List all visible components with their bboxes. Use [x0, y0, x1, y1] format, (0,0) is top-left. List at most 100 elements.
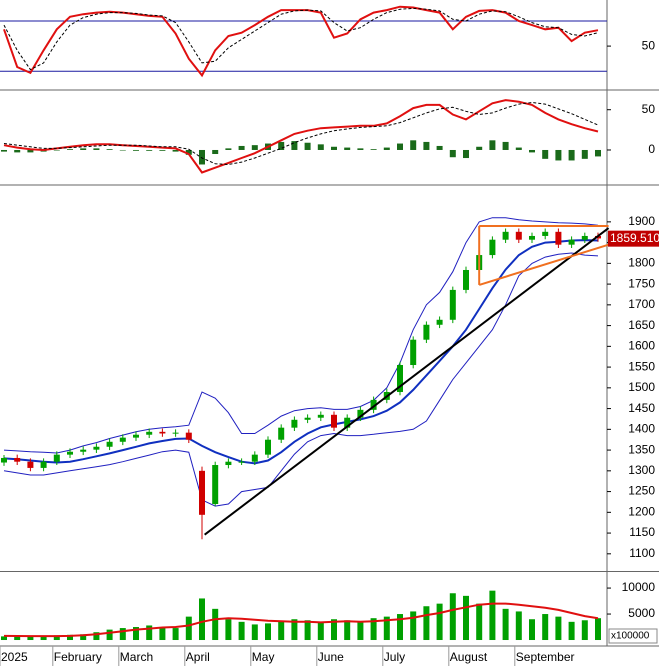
- candle-body: [159, 431, 166, 434]
- histogram-bar: [251, 145, 258, 150]
- volume-bar: [67, 634, 73, 641]
- x-tick-label: August: [450, 650, 488, 664]
- histogram-bar: [397, 143, 403, 150]
- y-tick-label: 1350: [628, 442, 655, 456]
- histogram-bar: [119, 149, 126, 151]
- histogram-bar: [106, 149, 113, 150]
- x-tick-label: February: [54, 650, 102, 664]
- histogram-bar: [476, 146, 483, 150]
- y-tick-label: 0: [648, 142, 655, 156]
- histogram-bar: [449, 149, 456, 158]
- candle-body: [119, 437, 126, 442]
- histogram-bar: [542, 149, 549, 159]
- histogram-bar: [212, 149, 219, 155]
- series-line: [3, 99, 599, 174]
- volume-bar: [370, 618, 377, 641]
- histogram-bar: [568, 149, 575, 161]
- trend-line: [478, 243, 609, 286]
- trend-line: [204, 227, 610, 536]
- histogram-bar: [27, 149, 34, 153]
- unit-label: x100000: [611, 631, 650, 642]
- candle-body: [225, 461, 232, 466]
- volume-bar: [185, 616, 192, 641]
- last-price-box: [608, 230, 659, 247]
- x-tick-label: April: [186, 650, 210, 664]
- volume-bar: [476, 603, 483, 641]
- volume-bar: [14, 636, 21, 641]
- y-tick-label: 1750: [628, 276, 655, 290]
- volume-bar: [489, 590, 496, 641]
- histogram-bar: [1, 149, 7, 152]
- y-tick-label: 1800: [628, 256, 655, 270]
- candle-body: [1, 457, 7, 463]
- candle-body: [423, 324, 430, 340]
- volume-bar: [410, 611, 417, 641]
- series-line: [3, 217, 599, 454]
- histogram-bar: [291, 141, 298, 150]
- candle-body: [238, 461, 245, 463]
- histogram-bar: [581, 149, 588, 159]
- candle-body: [436, 319, 443, 325]
- volume-bar: [568, 621, 575, 641]
- volume-bar: [93, 632, 100, 641]
- volume-bar: [449, 593, 456, 641]
- histogram-bar: [199, 149, 205, 165]
- histogram-bar: [67, 149, 73, 150]
- volume-bar: [80, 634, 87, 641]
- y-tick-label: 1550: [628, 359, 655, 373]
- histogram-bar: [383, 147, 390, 150]
- candle-body: [27, 461, 34, 468]
- histogram-bar: [463, 149, 469, 159]
- volume-bar: [357, 621, 364, 641]
- y-tick-label: 1600: [628, 339, 655, 353]
- candle-body: [185, 432, 192, 440]
- candle-body: [581, 235, 588, 240]
- y-tick-label: 1500: [628, 380, 655, 394]
- candle-body: [463, 269, 469, 290]
- candle-body: [489, 239, 496, 256]
- x-tick-label: June: [318, 650, 344, 664]
- candle-body: [515, 231, 522, 240]
- candle-body: [146, 431, 153, 435]
- candle-body: [317, 414, 324, 418]
- volume-bar: [238, 621, 245, 641]
- volume-bar: [581, 620, 588, 641]
- candle-body: [14, 457, 21, 462]
- candle-body: [410, 339, 417, 366]
- last-price-label: 1859.510: [610, 231, 659, 245]
- candle-body: [449, 289, 456, 320]
- histogram-bar: [489, 140, 496, 150]
- histogram-bar: [370, 149, 377, 150]
- y-tick-label: 1100: [629, 546, 655, 560]
- histogram-bar: [278, 141, 285, 150]
- candle-body: [568, 239, 575, 245]
- candle-body: [304, 417, 311, 420]
- histogram-bar: [436, 145, 443, 150]
- candle-body: [542, 231, 549, 236]
- y-tick-label: 1400: [628, 422, 655, 436]
- candle-body: [331, 414, 337, 428]
- x-tick-label: May: [252, 650, 275, 664]
- volume-bar: [595, 618, 601, 641]
- volume-bar: [119, 628, 126, 641]
- histogram-bar: [185, 149, 192, 155]
- histogram-bar: [410, 140, 417, 150]
- candle-body: [370, 399, 377, 410]
- y-tick-label: 1650: [628, 318, 655, 332]
- y-tick-label: 10000: [622, 580, 656, 594]
- histogram-bar: [80, 148, 87, 150]
- volume-bar: [53, 635, 60, 641]
- volume-bar: [397, 614, 403, 641]
- volume-bar: [515, 611, 522, 641]
- y-tick-label: 1300: [628, 463, 655, 477]
- candle-body: [251, 454, 258, 462]
- histogram-bar: [93, 148, 100, 150]
- volume-bar: [199, 598, 205, 641]
- histogram-bar: [317, 144, 324, 150]
- volume-bar: [146, 625, 153, 641]
- series-line: [3, 101, 599, 166]
- y-tick-label: 50: [642, 102, 656, 116]
- unit-box: [608, 628, 658, 644]
